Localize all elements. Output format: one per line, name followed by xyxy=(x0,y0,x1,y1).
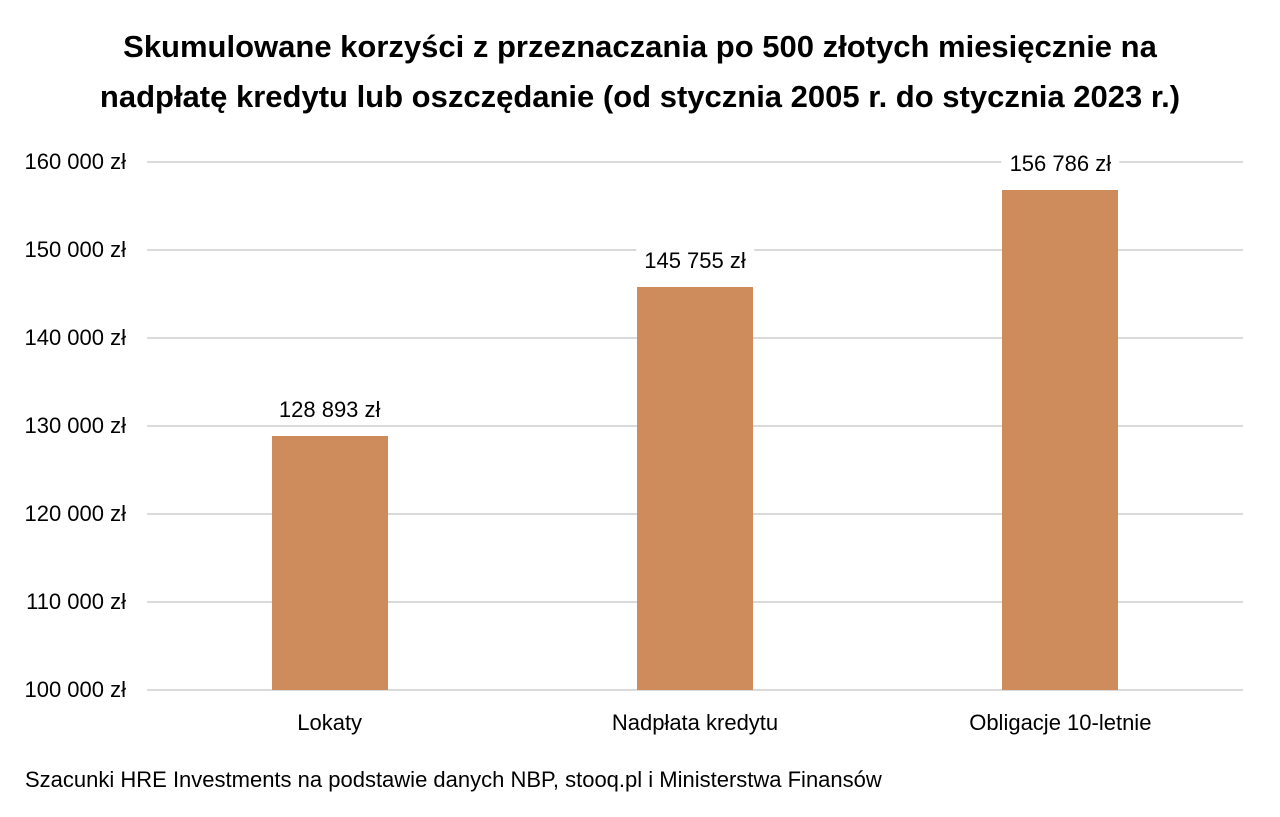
chart-title-line-2: nadpłatę kredytu lub oszczędanie (od sty… xyxy=(99,79,1181,114)
gridline xyxy=(147,689,1243,691)
x-axis-category-label: Obligacje 10-letnie xyxy=(969,710,1152,735)
plot-area: 100 000 zł 110 000 zł 120 000 zł 130 000 zł… xyxy=(24,149,1243,735)
bar-3 xyxy=(1002,190,1119,690)
bar-value-label: 156 786 zł xyxy=(1001,150,1120,179)
y-axis-tick-label: 120 000 zł xyxy=(24,501,126,526)
y-axis-tick-label: 100 000 zł xyxy=(24,677,126,702)
y-axis-tick-label: 140 000 zł xyxy=(24,325,126,350)
bar-value-label: 128 893 zł xyxy=(270,395,389,424)
y-axis-tick-label: 160 000 zł xyxy=(24,149,126,174)
chart-title: Skumulowane korzyści z przeznaczania po … xyxy=(0,22,1280,122)
y-axis-tick-label: 150 000 zł xyxy=(24,237,126,262)
y-axis-tick-label: 110 000 zł xyxy=(26,589,126,614)
gridline xyxy=(147,161,1243,163)
chart-title-line-1: Skumulowane korzyści z przeznaczania po … xyxy=(123,29,1157,64)
x-axis-category-label: Lokaty xyxy=(297,710,363,735)
bar-value-label: 145 755 zł xyxy=(636,247,754,276)
y-axis-tick-label: 130 000 zł xyxy=(24,413,126,438)
bar-1 xyxy=(271,435,388,690)
x-axis-category-label: Nadpłata kredytu xyxy=(611,710,779,735)
bar-2 xyxy=(637,287,753,690)
source-note: Szacunki HRE Investments na podstawie da… xyxy=(25,767,882,792)
